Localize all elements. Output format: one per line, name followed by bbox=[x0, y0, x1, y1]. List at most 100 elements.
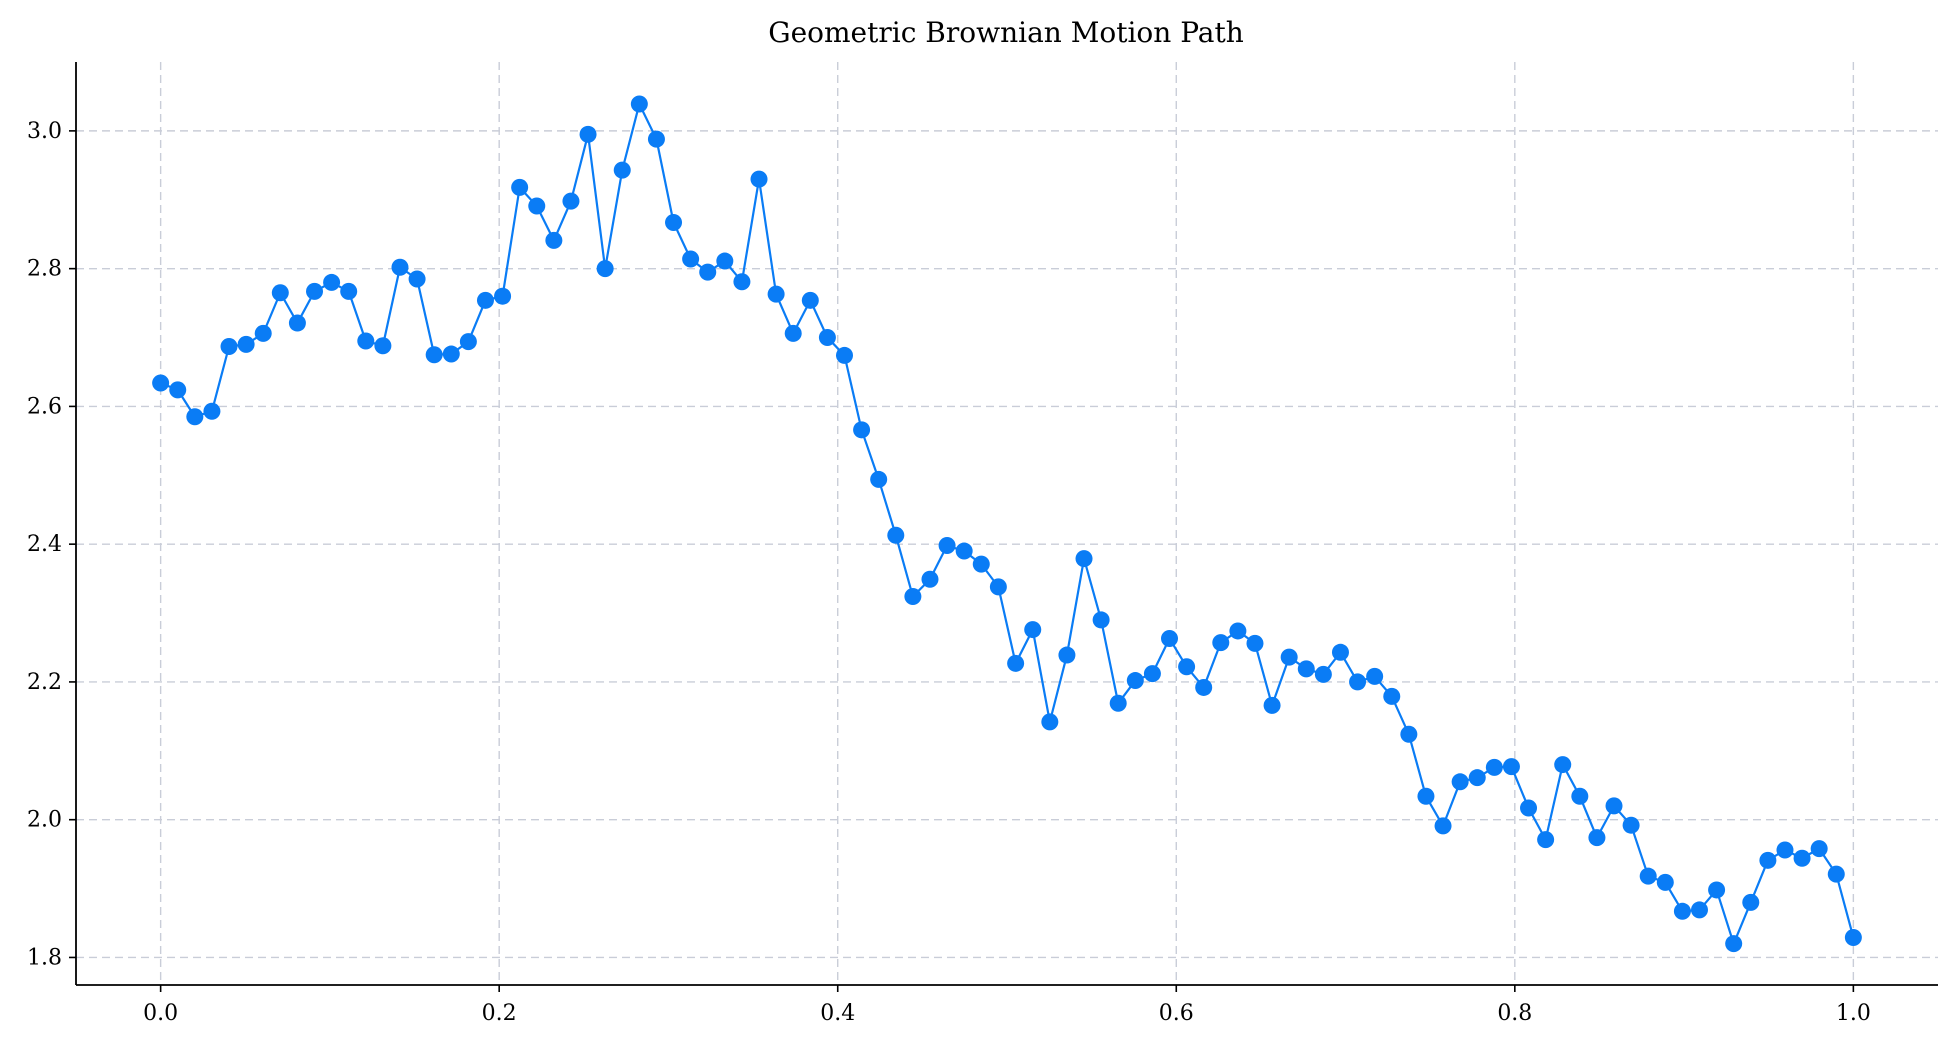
axes bbox=[75, 62, 1938, 986]
data-point bbox=[1708, 881, 1726, 899]
data-point bbox=[972, 555, 990, 573]
data-point bbox=[494, 287, 512, 305]
data-point bbox=[682, 250, 700, 268]
x-tick-label: 1.0 bbox=[1836, 1001, 1871, 1026]
data-point bbox=[1434, 817, 1452, 835]
data-point bbox=[1161, 630, 1178, 648]
data-point bbox=[1605, 797, 1623, 815]
data-point bbox=[904, 588, 922, 606]
data-point bbox=[442, 345, 460, 363]
data-point bbox=[801, 291, 819, 309]
data-point bbox=[152, 374, 170, 392]
x-tick-label: 0.4 bbox=[820, 1001, 855, 1026]
data-point bbox=[699, 263, 717, 281]
data-point bbox=[596, 260, 614, 278]
data-point bbox=[1195, 678, 1213, 696]
data-point bbox=[1366, 667, 1384, 685]
data-point bbox=[1126, 672, 1144, 690]
data-point bbox=[665, 213, 683, 231]
data-point bbox=[1246, 634, 1264, 652]
data-point bbox=[938, 537, 956, 555]
series-line bbox=[160, 102, 1855, 945]
data-point bbox=[459, 333, 477, 351]
data-point bbox=[1109, 694, 1127, 712]
data-point bbox=[1007, 654, 1025, 672]
data-point bbox=[1639, 867, 1657, 885]
y-tick-label: 2.4 bbox=[27, 532, 62, 557]
data-point bbox=[1673, 902, 1691, 920]
y-axis-ticks: 1.8 2.0 2.2 2.4 2.6 2.8 3.0 bbox=[27, 119, 76, 970]
data-point bbox=[408, 270, 426, 288]
x-axis-ticks: 0.0 0.2 0.4 0.6 0.8 1.0 bbox=[143, 985, 1871, 1026]
data-point bbox=[1417, 787, 1435, 805]
x-tick-label: 0.2 bbox=[482, 1001, 517, 1026]
data-point bbox=[391, 258, 409, 276]
data-point bbox=[1571, 787, 1589, 805]
data-point bbox=[1024, 621, 1042, 639]
data-point bbox=[357, 332, 375, 350]
x-tick-label: 0.0 bbox=[143, 1001, 178, 1026]
data-point bbox=[323, 273, 341, 291]
data-point bbox=[955, 542, 973, 560]
data-point bbox=[1092, 611, 1110, 629]
data-point bbox=[254, 324, 272, 342]
data-point bbox=[203, 402, 221, 420]
data-point bbox=[1297, 660, 1315, 678]
data-point bbox=[340, 282, 358, 300]
data-point bbox=[545, 231, 563, 249]
data-point bbox=[1075, 550, 1093, 568]
data-point bbox=[1554, 756, 1572, 774]
data-point bbox=[169, 381, 187, 399]
data-point bbox=[186, 408, 204, 426]
y-tick-label: 1.8 bbox=[27, 945, 62, 970]
data-point bbox=[750, 170, 768, 188]
data-point bbox=[784, 324, 802, 342]
data-point bbox=[733, 273, 751, 291]
data-point bbox=[476, 291, 494, 309]
data-point bbox=[237, 335, 255, 353]
data-point bbox=[425, 346, 443, 364]
data-point bbox=[1502, 758, 1520, 776]
chart-title: Geometric Brownian Motion Path bbox=[768, 16, 1244, 49]
data-point bbox=[1588, 829, 1606, 847]
y-tick-label: 2.6 bbox=[27, 394, 62, 419]
data-point bbox=[1759, 851, 1777, 869]
data-point bbox=[1742, 893, 1760, 911]
data-point bbox=[1725, 935, 1743, 953]
data-point bbox=[716, 252, 734, 270]
data-point bbox=[1656, 873, 1674, 891]
data-point bbox=[853, 421, 871, 439]
data-point bbox=[1793, 849, 1811, 867]
data-point bbox=[1451, 773, 1469, 791]
data-point bbox=[288, 314, 306, 332]
y-tick-label: 2.0 bbox=[27, 808, 62, 833]
data-point bbox=[1810, 840, 1828, 858]
x-tick-label: 0.6 bbox=[1159, 1001, 1194, 1026]
data-point bbox=[220, 337, 238, 355]
data-point bbox=[1143, 665, 1161, 683]
data-point bbox=[1468, 769, 1486, 787]
data-point bbox=[887, 526, 905, 544]
y-tick-label: 2.8 bbox=[27, 257, 62, 282]
data-point bbox=[921, 570, 939, 588]
data-point bbox=[1827, 865, 1845, 883]
data-point bbox=[989, 578, 1007, 596]
data-point bbox=[1331, 643, 1349, 661]
data-point bbox=[1537, 831, 1555, 849]
data-point bbox=[511, 178, 529, 196]
data-point bbox=[374, 337, 392, 355]
data-point bbox=[630, 95, 648, 113]
data-point bbox=[579, 125, 597, 143]
data-point bbox=[870, 470, 888, 488]
data-point bbox=[1178, 658, 1196, 676]
data-point bbox=[1229, 622, 1247, 640]
data-point bbox=[1349, 673, 1367, 691]
x-tick-label: 0.8 bbox=[1497, 1001, 1532, 1026]
data-point bbox=[1690, 901, 1708, 919]
data-point bbox=[1622, 816, 1640, 834]
data-point bbox=[1400, 725, 1418, 743]
data-point bbox=[271, 284, 289, 302]
data-point bbox=[1485, 758, 1503, 776]
data-point bbox=[528, 197, 546, 215]
